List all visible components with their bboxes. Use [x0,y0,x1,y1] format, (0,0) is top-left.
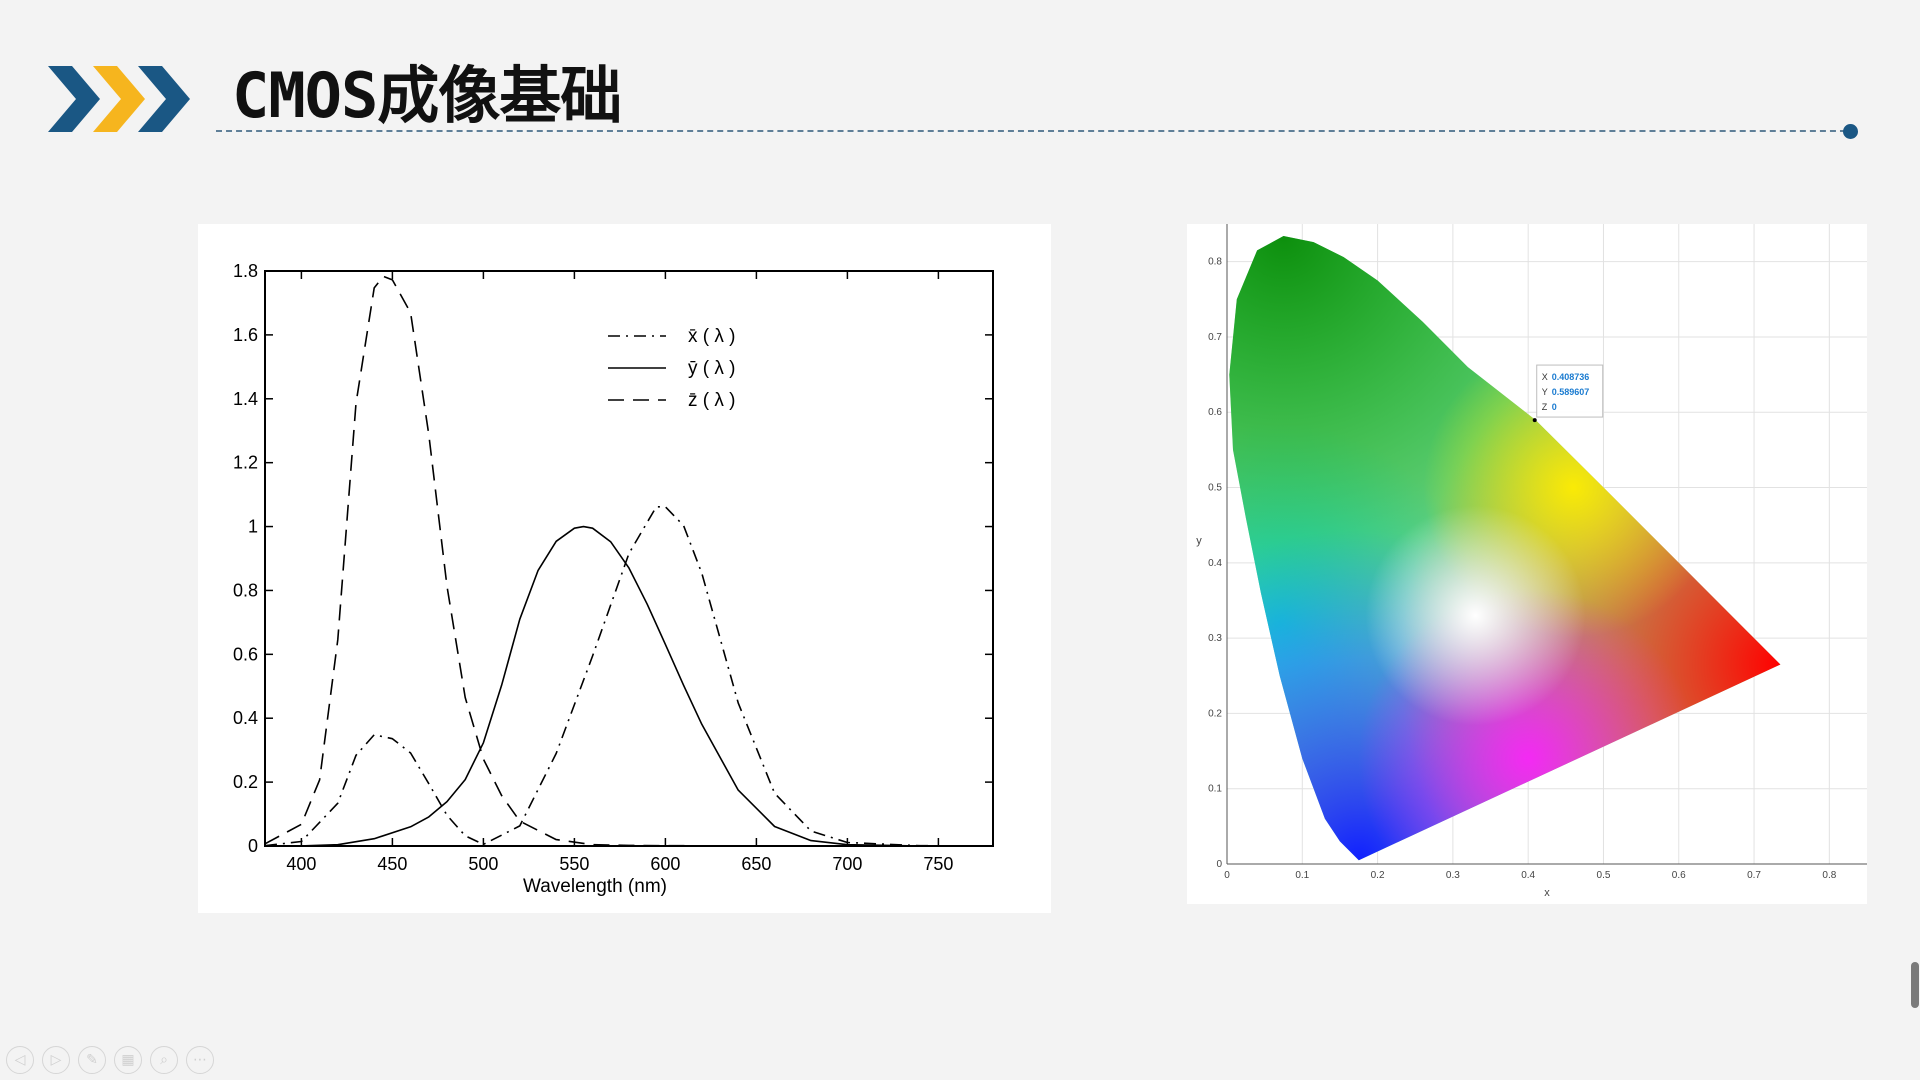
datatip-marker [1532,418,1537,423]
chromaticity-diagram: 0 0.1 0.2 0.3 0.4 0.5 0.6 0.7 0.8 0 0.1 0.2 0.3 0.4 0.… [1196,224,1867,899]
more-options-button[interactable]: ⋯ [186,1046,214,1074]
series-line-1 [264,506,994,847]
slide-overview-button[interactable]: ▦ [114,1046,142,1074]
legend-label: z̄ ( λ ) [688,390,736,411]
y-tick-label: 0.8 [1208,257,1222,268]
chromaticity-diagram-panel: 0 0.1 0.2 0.3 0.4 0.5 0.6 0.7 0.8 0 0.1 0.2 0.3 0.4 0.… [1187,224,1867,904]
x-tick-label: 600 [650,854,680,874]
legend-label: ȳ ( λ ) [688,358,736,379]
color-matching-functions-chart: 400 450 500 550 600 650 700 750 0 0.2 0.4 0.6 0.8 1 1.… [233,261,994,897]
gamut-vertex-blue [1357,859,1360,862]
color-matching-chart-panel: 400 450 500 550 600 650 700 750 0 0.2 0.4 0.6 0.8 1 1.… [198,224,1051,913]
series-line-3 [264,275,993,847]
series-line-2 [264,525,993,847]
y-tick-label: 0.8 [233,580,258,600]
datatip-value: 0.589607 [1552,387,1590,397]
x-tick-label: 0.6 [1672,870,1686,881]
x-tick-label: 0.4 [1521,870,1535,881]
x-tick-label: 0.5 [1597,870,1611,881]
chevron-arrows-logo [48,66,190,132]
previous-slide-button[interactable]: ◁ [6,1046,34,1074]
presentation-toolbar: ◁ ▷ ✎ ▦ ⌕ ⋯ [6,1046,214,1074]
y-tick-label: 0.5 [1208,483,1222,494]
y-tick-label: 0.1 [1208,784,1222,795]
datatip-label: Z [1542,402,1548,412]
y-tick-label: 0.2 [1208,708,1222,719]
y-tick-label: 0.2 [233,772,258,792]
datatip-frame [1536,364,1604,418]
x-tick-label: 650 [741,854,771,874]
x-tick-label: 700 [832,854,862,874]
y-tick-label: 1 [248,517,258,537]
y-tick-label: 0.6 [1208,407,1222,418]
spectral-locus-fill [1229,236,1781,861]
y-tick-label: 1.2 [233,453,258,473]
gamut-vertex-red [1779,663,1782,666]
x-tick-label: 500 [468,854,498,874]
y-tick-label: 0.4 [1208,558,1222,569]
gamut-vertex-green [1282,235,1285,238]
x-axis-label: Wavelength (nm) [523,876,667,897]
datatip-value: 0.408736 [1552,372,1590,382]
y-tick-label: 1.4 [233,389,258,409]
x-tick-label: 450 [377,854,407,874]
x-axis-label: x [1544,887,1550,899]
slide-title: CMOS成像基础 [232,59,622,132]
datatip-box: X 0.408736 Y 0.589607 Z 0 [1536,364,1604,418]
datatip-value: 0 [1552,402,1557,412]
y-tick-label: 0.6 [233,644,258,664]
scrollbar-thumb[interactable] [1911,962,1919,1008]
legend-label: x̄ ( λ ) [688,326,736,347]
y-tick-label: 0.3 [1208,633,1222,644]
x-tick-label: 750 [923,854,953,874]
y-axis-label: y [1196,535,1202,547]
x-tick-label: 0.2 [1371,870,1385,881]
locus-color-layer [1229,236,1781,861]
zoom-button[interactable]: ⌕ [150,1046,178,1074]
y-tick-label: 0.4 [233,708,258,728]
x-tick-label: 0.3 [1446,870,1460,881]
x-tick-label: 400 [286,854,316,874]
y-tick-label: 1.6 [233,325,258,345]
y-tick-label: 0.7 [1208,332,1222,343]
x-tick-label: 0 [1224,870,1230,881]
datatip-label: X [1542,372,1548,382]
plot-frame [264,270,994,847]
title-divider [216,130,1856,134]
y-tick-label: 0 [1216,859,1222,870]
title-divider-dot [1843,124,1858,139]
datatip-label: Y [1542,387,1548,397]
x-tick-label: 550 [559,854,589,874]
pen-tool-button[interactable]: ✎ [78,1046,106,1074]
next-slide-button[interactable]: ▷ [42,1046,70,1074]
y-tick-label: 0 [248,836,258,856]
x-tick-label: 0.1 [1295,870,1309,881]
y-tick-label: 1.8 [233,261,258,281]
x-tick-label: 0.7 [1747,870,1761,881]
x-tick-label: 0.8 [1822,870,1836,881]
